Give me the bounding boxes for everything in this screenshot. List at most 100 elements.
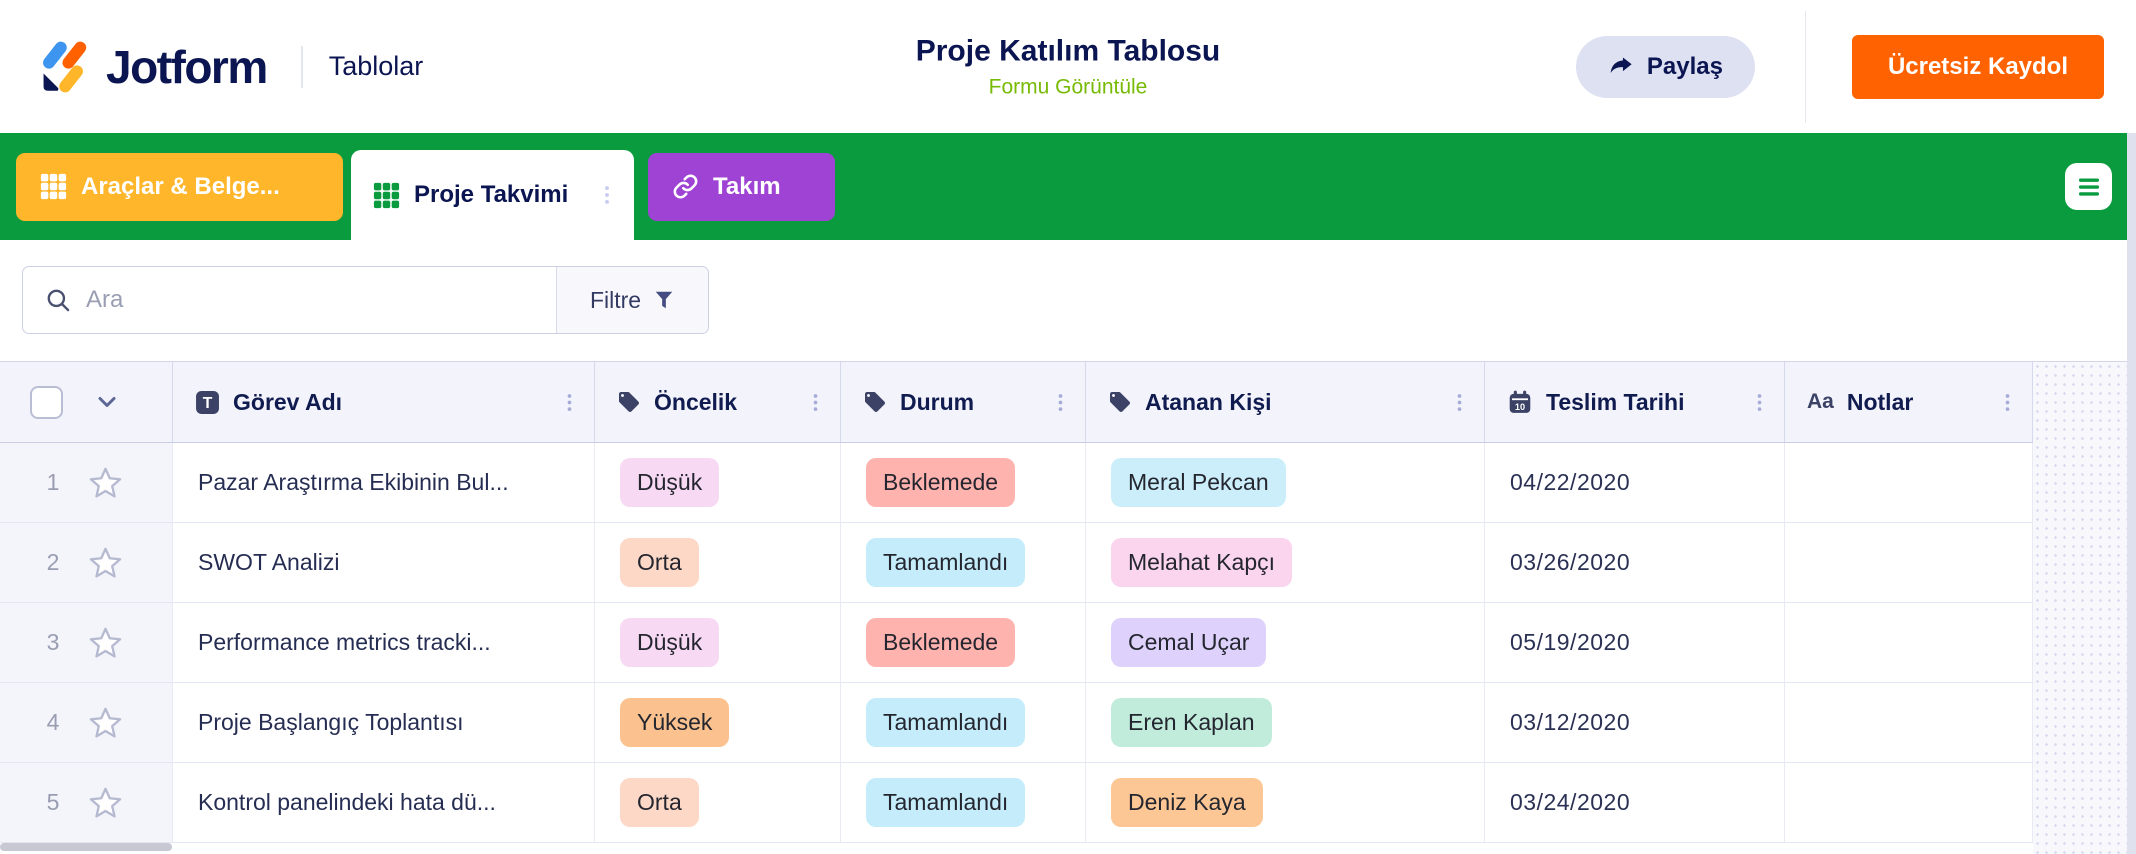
priority-cell[interactable]: Düşük <box>595 443 841 522</box>
filter-button[interactable]: Filtre <box>556 267 708 333</box>
assignee-cell[interactable]: Cemal Uçar <box>1086 603 1485 682</box>
assignee-badge: Eren Kaplan <box>1111 698 1272 747</box>
assignee-badge: Deniz Kaya <box>1111 778 1263 827</box>
status-cell[interactable]: Beklemede <box>841 443 1086 522</box>
view-form-link[interactable]: Formu Görüntüle <box>988 75 1148 98</box>
signup-button[interactable]: Ücretsiz Kaydol <box>1851 34 2104 99</box>
tab-takim[interactable]: Takım <box>648 152 835 221</box>
column-header-teslim-tarihi[interactable]: 10 Teslim Tarihi <box>1485 362 1785 442</box>
priority-cell[interactable]: Orta <box>595 763 841 842</box>
kebab-dots-icon[interactable] <box>596 184 618 206</box>
tab-araclar-belgeler[interactable]: Araçlar & Belge... <box>16 152 343 221</box>
row-select-cell: 1 <box>0 443 173 522</box>
assignee-cell[interactable]: Deniz Kaya <box>1086 763 1485 842</box>
status-cell[interactable]: Tamamlandı <box>841 763 1086 842</box>
header-divider <box>1804 10 1806 123</box>
status-cell[interactable]: Beklemede <box>841 603 1086 682</box>
data-table: T Görev Adı Öncelik Durum Atanan Kişi <box>0 361 2033 843</box>
row-number: 3 <box>46 629 60 655</box>
share-button-label: Paylaş <box>1646 52 1723 80</box>
text-column-icon: T <box>196 390 219 414</box>
due-date-cell[interactable]: 04/22/2020 <box>1485 443 1785 522</box>
column-menu-icon[interactable] <box>1997 392 2018 413</box>
search-filter-box: Filtre <box>22 266 709 334</box>
due-date-cell[interactable]: 03/26/2020 <box>1485 523 1785 602</box>
column-menu-icon[interactable] <box>1050 392 1071 413</box>
notes-cell[interactable] <box>1785 443 2033 522</box>
brand-wordmark[interactable]: Jotform <box>106 40 268 93</box>
share-arrow-icon <box>1608 54 1634 80</box>
status-cell[interactable]: Tamamlandı <box>841 683 1086 762</box>
tab-proje-takvimi[interactable]: Proje Takvimi <box>351 150 634 240</box>
status-badge: Tamamlandı <box>866 538 1026 587</box>
task-cell[interactable]: SWOT Analizi <box>173 523 595 602</box>
due-date-cell[interactable]: 03/12/2020 <box>1485 683 1785 762</box>
status-badge: Tamamlandı <box>866 778 1026 827</box>
star-icon[interactable] <box>88 545 123 580</box>
due-date-cell[interactable]: 05/19/2020 <box>1485 603 1785 682</box>
star-icon[interactable] <box>88 625 123 660</box>
priority-badge: Yüksek <box>620 698 730 747</box>
row-number: 1 <box>46 469 60 495</box>
horizontal-scrollbar-thumb[interactable] <box>0 843 172 851</box>
task-cell[interactable]: Kontrol panelindeki hata dü... <box>173 763 595 842</box>
column-header-durum[interactable]: Durum <box>841 362 1086 442</box>
assignee-badge: Cemal Uçar <box>1111 618 1267 667</box>
task-cell[interactable]: Proje Başlangıç Toplantısı <box>173 683 595 762</box>
tab-label: Proje Takvimi <box>414 181 569 208</box>
select-all-checkbox[interactable] <box>30 385 63 419</box>
row-number: 4 <box>46 709 60 735</box>
star-icon[interactable] <box>88 465 123 500</box>
assignee-cell[interactable]: Melahat Kapçı <box>1086 523 1485 602</box>
table-row: 1 Pazar Araştırma Ekibinin Bul... Düşük … <box>0 443 2033 523</box>
jotform-logo-icon[interactable] <box>36 40 90 94</box>
task-cell[interactable]: Pazar Araştırma Ekibinin Bul... <box>173 443 595 522</box>
share-button[interactable]: Paylaş <box>1575 35 1755 98</box>
table-row: 5 Kontrol panelindeki hata dü... Orta Ta… <box>0 763 2033 843</box>
priority-badge: Düşük <box>620 618 720 667</box>
sheet-menu-button[interactable] <box>2065 163 2112 210</box>
table-grid-icon <box>40 173 67 200</box>
column-header-oncelik[interactable]: Öncelik <box>595 362 841 442</box>
column-menu-icon[interactable] <box>1749 392 1770 413</box>
notes-cell[interactable] <box>1785 763 2033 842</box>
search-input[interactable] <box>86 286 556 314</box>
priority-cell[interactable]: Yüksek <box>595 683 841 762</box>
priority-cell[interactable]: Düşük <box>595 603 841 682</box>
priority-badge: Düşük <box>620 458 720 507</box>
assignee-cell[interactable]: Meral Pekcan <box>1086 443 1485 522</box>
svg-text:10: 10 <box>1515 402 1525 412</box>
star-icon[interactable] <box>88 705 123 740</box>
status-badge: Beklemede <box>866 618 1016 667</box>
status-badge: Tamamlandı <box>866 698 1026 747</box>
table-grid-icon <box>373 182 400 209</box>
search-area <box>23 267 556 333</box>
column-header-atanan-kisi[interactable]: Atanan Kişi <box>1086 362 1485 442</box>
product-name: Tablolar <box>328 51 424 81</box>
notes-cell[interactable] <box>1785 523 2033 602</box>
column-header-gorev-adi[interactable]: T Görev Adı <box>173 362 595 442</box>
chevron-down-icon[interactable] <box>95 390 119 414</box>
assignee-badge: Melahat Kapçı <box>1111 538 1293 587</box>
status-cell[interactable]: Tamamlandı <box>841 523 1086 602</box>
select-all-cell <box>0 362 173 442</box>
table-row: 4 Proje Başlangıç Toplantısı Yüksek Tama… <box>0 683 2033 763</box>
notes-cell[interactable] <box>1785 683 2033 762</box>
due-date-cell[interactable]: 03/24/2020 <box>1485 763 1785 842</box>
priority-badge: Orta <box>620 778 699 827</box>
column-menu-icon[interactable] <box>805 392 826 413</box>
title-area: Proje Katılım Tablosu Formu Görüntüle <box>916 34 1221 99</box>
vertical-scrollbar[interactable] <box>2127 133 2136 854</box>
column-menu-icon[interactable] <box>1449 392 1470 413</box>
tab-label: Takım <box>713 172 781 200</box>
status-badge: Beklemede <box>866 458 1016 507</box>
column-header-notlar[interactable]: Aa Notlar <box>1785 362 2033 442</box>
table-row: 3 Performance metrics tracki... Düşük Be… <box>0 603 2033 683</box>
notes-cell[interactable] <box>1785 603 2033 682</box>
assignee-cell[interactable]: Eren Kaplan <box>1086 683 1485 762</box>
task-cell[interactable]: Performance metrics tracki... <box>173 603 595 682</box>
row-select-cell: 3 <box>0 603 173 682</box>
column-menu-icon[interactable] <box>559 392 580 413</box>
star-icon[interactable] <box>88 785 123 820</box>
priority-cell[interactable]: Orta <box>595 523 841 602</box>
